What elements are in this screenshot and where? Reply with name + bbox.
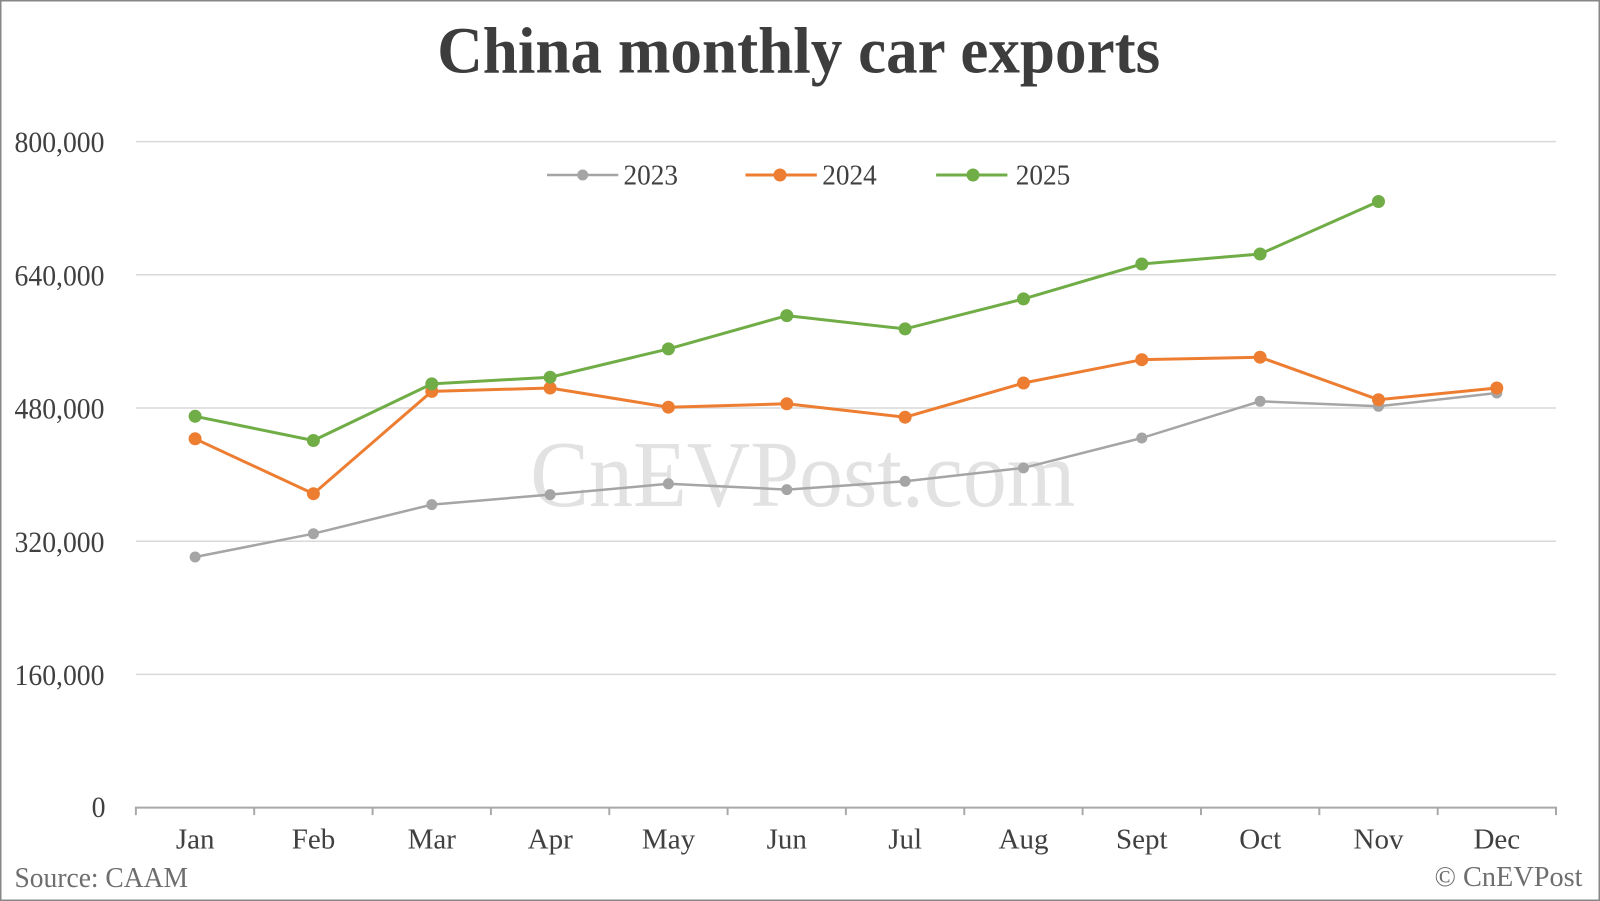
- svg-text:640,000: 640,000: [15, 259, 105, 292]
- svg-text:2023: 2023: [624, 161, 679, 192]
- svg-text:Dec: Dec: [1473, 824, 1520, 856]
- svg-text:480,000: 480,000: [15, 393, 105, 426]
- svg-text:Apr: Apr: [528, 824, 573, 856]
- svg-text:China monthly car exports: China monthly car exports: [437, 15, 1160, 88]
- svg-text:160,000: 160,000: [15, 659, 105, 692]
- svg-text:800,000: 800,000: [15, 126, 105, 159]
- svg-text:0: 0: [92, 791, 106, 824]
- svg-text:Jul: Jul: [888, 824, 922, 856]
- svg-text:May: May: [642, 824, 696, 856]
- svg-text:© CnEVPost: © CnEVPost: [1435, 861, 1583, 893]
- svg-text:Jan: Jan: [176, 824, 215, 856]
- svg-text:Nov: Nov: [1354, 824, 1404, 856]
- svg-text:Sept: Sept: [1116, 824, 1168, 856]
- svg-text:2025: 2025: [1016, 161, 1071, 192]
- svg-text:2024: 2024: [822, 161, 877, 192]
- svg-text:Jun: Jun: [767, 824, 808, 856]
- svg-text:Oct: Oct: [1239, 824, 1281, 856]
- svg-text:Mar: Mar: [408, 824, 457, 856]
- svg-text:Aug: Aug: [999, 824, 1049, 856]
- svg-text:Source: CAAM: Source: CAAM: [15, 862, 189, 894]
- svg-text:CnEVPost.com: CnEVPost.com: [530, 423, 1075, 527]
- svg-text:Feb: Feb: [292, 824, 336, 856]
- svg-text:320,000: 320,000: [15, 526, 105, 559]
